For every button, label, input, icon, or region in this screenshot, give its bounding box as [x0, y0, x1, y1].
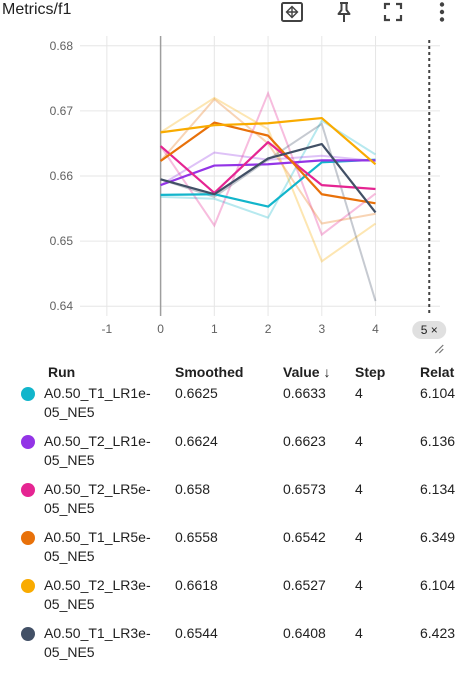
- smoothed-value: 0.658: [175, 481, 211, 497]
- smoothed-value: 0.6544: [175, 625, 218, 641]
- y-tick-label: 0.66: [50, 169, 74, 183]
- run-cell: A0.50_T2_LR5e-05_NE5: [0, 480, 175, 518]
- step-value: 4: [355, 481, 363, 497]
- run-cell: A0.50_T1_LR1e-05_NE5: [0, 384, 175, 422]
- relative-value: 6.136: [420, 433, 456, 449]
- x-tick-label: -1: [102, 322, 113, 336]
- y-tick-label: 0.64: [50, 299, 74, 313]
- run-cell: A0.50_T2_LR1e-05_NE5: [0, 432, 175, 470]
- table-row[interactable]: A0.50_T2_LR5e-05_NE5 0.658 0.6573 4 6.134: [0, 480, 460, 528]
- line-chart[interactable]: -1 0 1 2 3 4 0.68 0.67 0.66 0.65 0.64 5 ×: [0, 26, 460, 356]
- col-header-run[interactable]: Run: [48, 364, 76, 380]
- raw-value: 0.6573: [283, 481, 326, 497]
- table-row[interactable]: A0.50_T2_LR1e-05_NE5 0.6624 0.6623 4 6.136: [0, 432, 460, 480]
- pin-icon[interactable]: [332, 0, 356, 24]
- relative-value: 6.423: [420, 625, 456, 641]
- smoothed-series-line[interactable]: [160, 116, 377, 166]
- y-tick-label: 0.67: [50, 104, 74, 118]
- y-tick-label: 0.68: [50, 39, 74, 53]
- run-color-dot[interactable]: [21, 387, 35, 401]
- smoothed-value: 0.6625: [175, 385, 218, 401]
- run-color-dot[interactable]: [21, 579, 35, 593]
- x-tick-label: 1: [211, 322, 218, 336]
- runs-table: Run Smoothed Value ↓ Step Relat A0.50_T1…: [0, 360, 460, 672]
- y-tick-label: 0.65: [50, 234, 74, 248]
- relative-value: 6.104: [420, 385, 456, 401]
- table-row[interactable]: A0.50_T1_LR5e-05_NE5 0.6558 0.6542 4 6.349: [0, 528, 460, 576]
- table-header-row: Run Smoothed Value ↓ Step Relat: [0, 360, 460, 384]
- col-header-step[interactable]: Step: [355, 364, 386, 380]
- x-tick-label: 3: [318, 322, 325, 336]
- run-color-dot[interactable]: [21, 483, 35, 497]
- chart-title: Metrics/f1: [2, 1, 72, 18]
- run-color-dot[interactable]: [21, 627, 35, 641]
- smoothed-value: 0.6618: [175, 577, 218, 593]
- card-header: Metrics/f1: [0, 0, 460, 26]
- run-color-dot[interactable]: [21, 435, 35, 449]
- fit-domain-icon[interactable]: [280, 0, 304, 24]
- smoothed-series-line[interactable]: [159, 121, 376, 205]
- raw-series-line: [159, 90, 377, 237]
- x-tick-label: 0: [157, 322, 164, 336]
- chart-area[interactable]: -1 0 1 2 3 4 0.68 0.67 0.66 0.65 0.64 5 ×: [0, 26, 460, 356]
- table-row[interactable]: A0.50_T1_LR1e-05_NE5 0.6625 0.6633 4 6.104: [0, 384, 460, 432]
- col-header-value[interactable]: Value ↓: [283, 364, 331, 380]
- raw-value: 0.6623: [283, 433, 326, 449]
- raw-value: 0.6408: [283, 625, 326, 641]
- raw-series-line: [160, 96, 377, 263]
- relative-value: 6.104: [420, 577, 456, 593]
- relative-value: 6.349: [420, 529, 456, 545]
- step-value: 4: [355, 577, 363, 593]
- table-row[interactable]: A0.50_T2_LR3e-05_NE5 0.6618 0.6527 4 6.104: [0, 576, 460, 624]
- step-value: 4: [355, 625, 363, 641]
- col-header-smoothed[interactable]: Smoothed: [175, 364, 244, 380]
- relative-value: 6.134: [420, 481, 456, 497]
- raw-value: 0.6633: [283, 385, 326, 401]
- smoothed-series-line[interactable]: [160, 142, 377, 214]
- smoothed-series-line[interactable]: [160, 159, 376, 187]
- run-name: A0.50_T1_LR5e-05_NE5: [44, 529, 151, 564]
- step-marker-label: 5 ×: [421, 323, 438, 337]
- run-name: A0.50_T2_LR1e-05_NE5: [44, 433, 151, 468]
- x-tick-label: 2: [265, 322, 272, 336]
- fullscreen-icon[interactable]: [381, 0, 405, 24]
- step-value: 4: [355, 385, 363, 401]
- run-name: A0.50_T1_LR3e-05_NE5: [44, 625, 151, 660]
- run-color-dot[interactable]: [21, 531, 35, 545]
- step-marker-chip[interactable]: [412, 321, 447, 339]
- step-value: 4: [355, 433, 363, 449]
- run-cell: A0.50_T1_LR3e-05_NE5: [0, 624, 175, 662]
- run-cell: A0.50_T2_LR3e-05_NE5: [0, 576, 175, 614]
- raw-series-line: [160, 119, 377, 219]
- table-row[interactable]: A0.50_T1_LR3e-05_NE5 0.6544 0.6408 4 6.423: [0, 624, 460, 672]
- smoothed-value: 0.6558: [175, 529, 218, 545]
- raw-value: 0.6542: [283, 529, 326, 545]
- col-header-relative[interactable]: Relat: [420, 364, 455, 380]
- step-value: 4: [355, 529, 363, 545]
- smoothed-value: 0.6624: [175, 433, 218, 449]
- run-name: A0.50_T2_LR5e-05_NE5: [44, 481, 151, 516]
- smoothed-series-line[interactable]: [159, 141, 376, 195]
- raw-value: 0.6527: [283, 577, 326, 593]
- x-tick-label: 4: [372, 322, 379, 336]
- run-name: A0.50_T1_LR1e-05_NE5: [44, 385, 151, 420]
- run-cell: A0.50_T1_LR5e-05_NE5: [0, 528, 175, 566]
- more-vert-icon[interactable]: [430, 0, 454, 24]
- resize-handle-icon[interactable]: [434, 344, 444, 354]
- run-name: A0.50_T2_LR3e-05_NE5: [44, 577, 151, 612]
